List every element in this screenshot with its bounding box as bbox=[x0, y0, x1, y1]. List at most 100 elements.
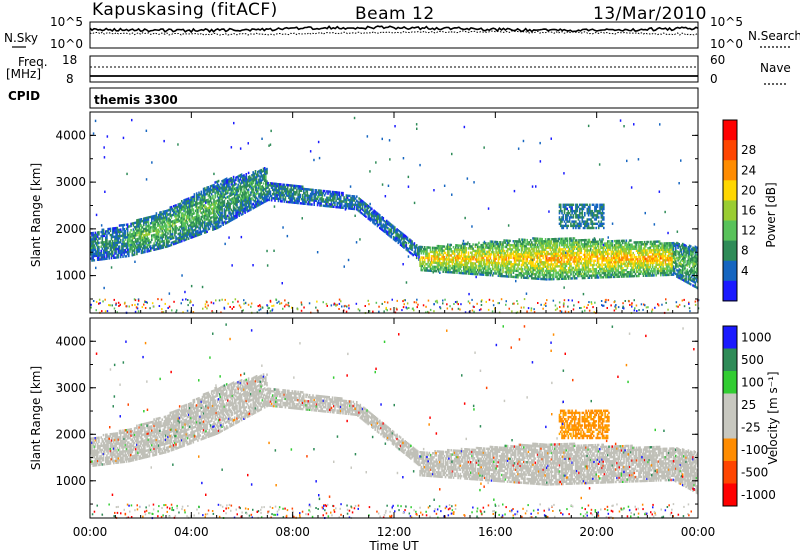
data-cell bbox=[510, 252, 512, 255]
data-cell bbox=[207, 213, 210, 216]
data-cell bbox=[239, 174, 242, 177]
data-cell bbox=[161, 236, 163, 239]
data-cell bbox=[433, 259, 435, 262]
data-cell bbox=[123, 230, 125, 233]
data-cell bbox=[119, 255, 122, 259]
data-cell bbox=[525, 251, 527, 254]
data-cell bbox=[90, 246, 92, 250]
data-cell bbox=[228, 203, 230, 206]
data-cell bbox=[259, 203, 261, 206]
data-cell bbox=[525, 247, 527, 250]
data-cell bbox=[187, 229, 190, 232]
data-cell bbox=[210, 188, 213, 192]
data-cell bbox=[229, 179, 231, 183]
data-cell bbox=[201, 221, 204, 225]
data-cell bbox=[262, 176, 265, 179]
data-cell bbox=[110, 254, 113, 258]
data-cell bbox=[444, 270, 447, 274]
data-cell bbox=[483, 265, 486, 268]
data-cell bbox=[309, 196, 312, 200]
data-cell bbox=[513, 240, 516, 243]
data-cell bbox=[122, 251, 124, 254]
data-cell bbox=[437, 257, 440, 260]
data-cell bbox=[381, 228, 383, 231]
data-cell bbox=[230, 217, 233, 220]
data-cell bbox=[369, 219, 372, 222]
data-cell bbox=[297, 193, 299, 196]
data-cell bbox=[512, 244, 515, 247]
data-cell bbox=[132, 249, 135, 252]
data-cell bbox=[159, 240, 161, 244]
data-cell bbox=[123, 244, 125, 248]
data-cell bbox=[116, 243, 119, 246]
data-cell bbox=[290, 186, 292, 189]
data-cell bbox=[575, 277, 578, 280]
data-cell bbox=[585, 272, 587, 275]
data-cell bbox=[204, 197, 206, 201]
data-cell bbox=[235, 216, 237, 219]
data-cell bbox=[443, 245, 446, 248]
data-cell bbox=[219, 204, 221, 207]
data-cell bbox=[146, 246, 148, 249]
data-cell bbox=[526, 266, 528, 269]
data-cell bbox=[183, 237, 185, 240]
data-cell bbox=[244, 200, 246, 204]
data-cell bbox=[140, 232, 143, 236]
data-cell bbox=[103, 245, 106, 248]
data-cell bbox=[571, 268, 573, 272]
data-cell bbox=[354, 197, 357, 200]
data-cell bbox=[118, 237, 121, 240]
data-cell bbox=[217, 219, 220, 223]
data-cell bbox=[510, 273, 512, 276]
data-cell bbox=[359, 202, 362, 205]
data-cell bbox=[183, 230, 185, 234]
data-cell bbox=[518, 267, 520, 271]
data-cell bbox=[449, 243, 451, 247]
data-cell bbox=[205, 205, 207, 209]
data-cell bbox=[495, 257, 497, 260]
data-cell bbox=[156, 233, 159, 236]
data-cell bbox=[200, 196, 203, 200]
data-cell bbox=[190, 202, 192, 206]
data-cell bbox=[376, 224, 379, 228]
data-cell bbox=[156, 247, 159, 251]
data-cell bbox=[415, 252, 418, 255]
data-cell bbox=[377, 223, 380, 227]
data-cell bbox=[345, 202, 348, 206]
data-cell bbox=[516, 244, 518, 247]
data-cell bbox=[380, 217, 382, 220]
data-cell bbox=[131, 251, 134, 255]
data-cell bbox=[455, 246, 457, 249]
data-cell bbox=[183, 201, 185, 204]
data-cell bbox=[137, 239, 139, 243]
data-cell bbox=[124, 236, 127, 239]
data-cell bbox=[556, 246, 558, 249]
data-cell bbox=[131, 245, 134, 248]
data-cell bbox=[208, 191, 211, 195]
data-cell bbox=[422, 262, 425, 266]
data-cell bbox=[572, 239, 575, 242]
data-cell bbox=[261, 201, 264, 205]
data-cell bbox=[177, 216, 180, 219]
data-cell bbox=[278, 185, 281, 188]
data-cell bbox=[92, 257, 94, 260]
data-cell bbox=[96, 248, 99, 251]
data-cell bbox=[496, 247, 499, 250]
data-cell bbox=[156, 224, 159, 227]
data-cell bbox=[121, 243, 123, 246]
data-cell bbox=[244, 190, 246, 193]
data-cell bbox=[254, 176, 257, 179]
data-cell bbox=[146, 216, 148, 219]
data-cell bbox=[105, 247, 107, 250]
data-cell bbox=[388, 230, 390, 233]
data-cell bbox=[191, 225, 193, 228]
data-cell bbox=[486, 244, 488, 247]
data-cell bbox=[396, 234, 398, 237]
data-cell bbox=[399, 239, 402, 242]
data-cell bbox=[236, 176, 238, 179]
data-cell bbox=[248, 179, 251, 182]
data-cell bbox=[238, 212, 241, 215]
data-cell bbox=[174, 213, 176, 216]
data-cell bbox=[487, 261, 489, 264]
data-cell bbox=[232, 175, 235, 179]
